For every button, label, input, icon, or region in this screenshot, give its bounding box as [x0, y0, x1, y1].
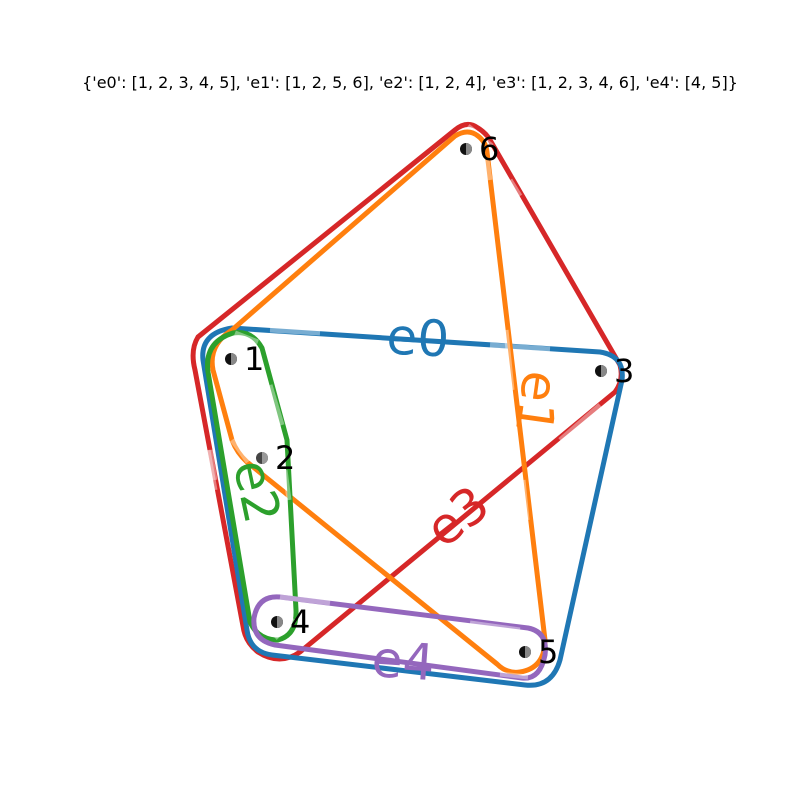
hyperedge-e1-label: e1	[504, 367, 570, 437]
hyperedge-e0-hull	[200, 325, 625, 688]
node-5-label: 5	[538, 633, 558, 671]
node-6[interactable]: 6	[460, 130, 499, 168]
node-4-label: 4	[290, 603, 310, 641]
hyperedge-e4-highlight	[279, 594, 529, 680]
node-5[interactable]: 5	[519, 633, 558, 671]
hyperedge-e4-label: e4	[370, 630, 436, 692]
node-3-label: 3	[614, 352, 634, 390]
hyperedge-e2-label: e2	[222, 455, 292, 528]
hyperedge-e1-hull	[209, 129, 548, 675]
hyperedge-e1-highlight	[229, 159, 530, 521]
hyperedge-e0-highlight	[207, 327, 568, 641]
node-2-label: 2	[275, 439, 295, 477]
hyperedge-e2-hull	[205, 330, 299, 643]
hyperedge-e4-hull	[251, 594, 548, 681]
node-4-marker-half	[277, 616, 283, 628]
node-1-label: 1	[244, 340, 264, 378]
hyperedge-e1[interactable]: e1	[209, 129, 570, 675]
node-6-label: 6	[479, 130, 499, 168]
node-3-marker-half	[601, 365, 607, 377]
hyperedge-e2[interactable]: e2	[205, 330, 299, 643]
hyperedge-e4[interactable]: e4	[251, 594, 548, 692]
figure-title: {'e0': [1, 2, 3, 4, 5], 'e1': [1, 2, 5, …	[82, 73, 738, 92]
hyperedge-e0-label: e0	[385, 307, 451, 368]
node-1-marker-half	[231, 353, 237, 365]
node-2[interactable]: 2	[256, 439, 295, 477]
node-3[interactable]: 3	[595, 352, 634, 390]
hyperedge-e0[interactable]: e0	[200, 307, 625, 688]
node-4[interactable]: 4	[271, 603, 310, 641]
node-5-marker-half	[525, 646, 531, 658]
node-6-marker-half	[466, 143, 472, 155]
hyperedge-e3-hull	[190, 122, 624, 662]
node-2-marker-half	[262, 452, 268, 464]
hyperedge-e2-highlight	[234, 330, 297, 640]
node-1[interactable]: 1	[225, 340, 264, 378]
